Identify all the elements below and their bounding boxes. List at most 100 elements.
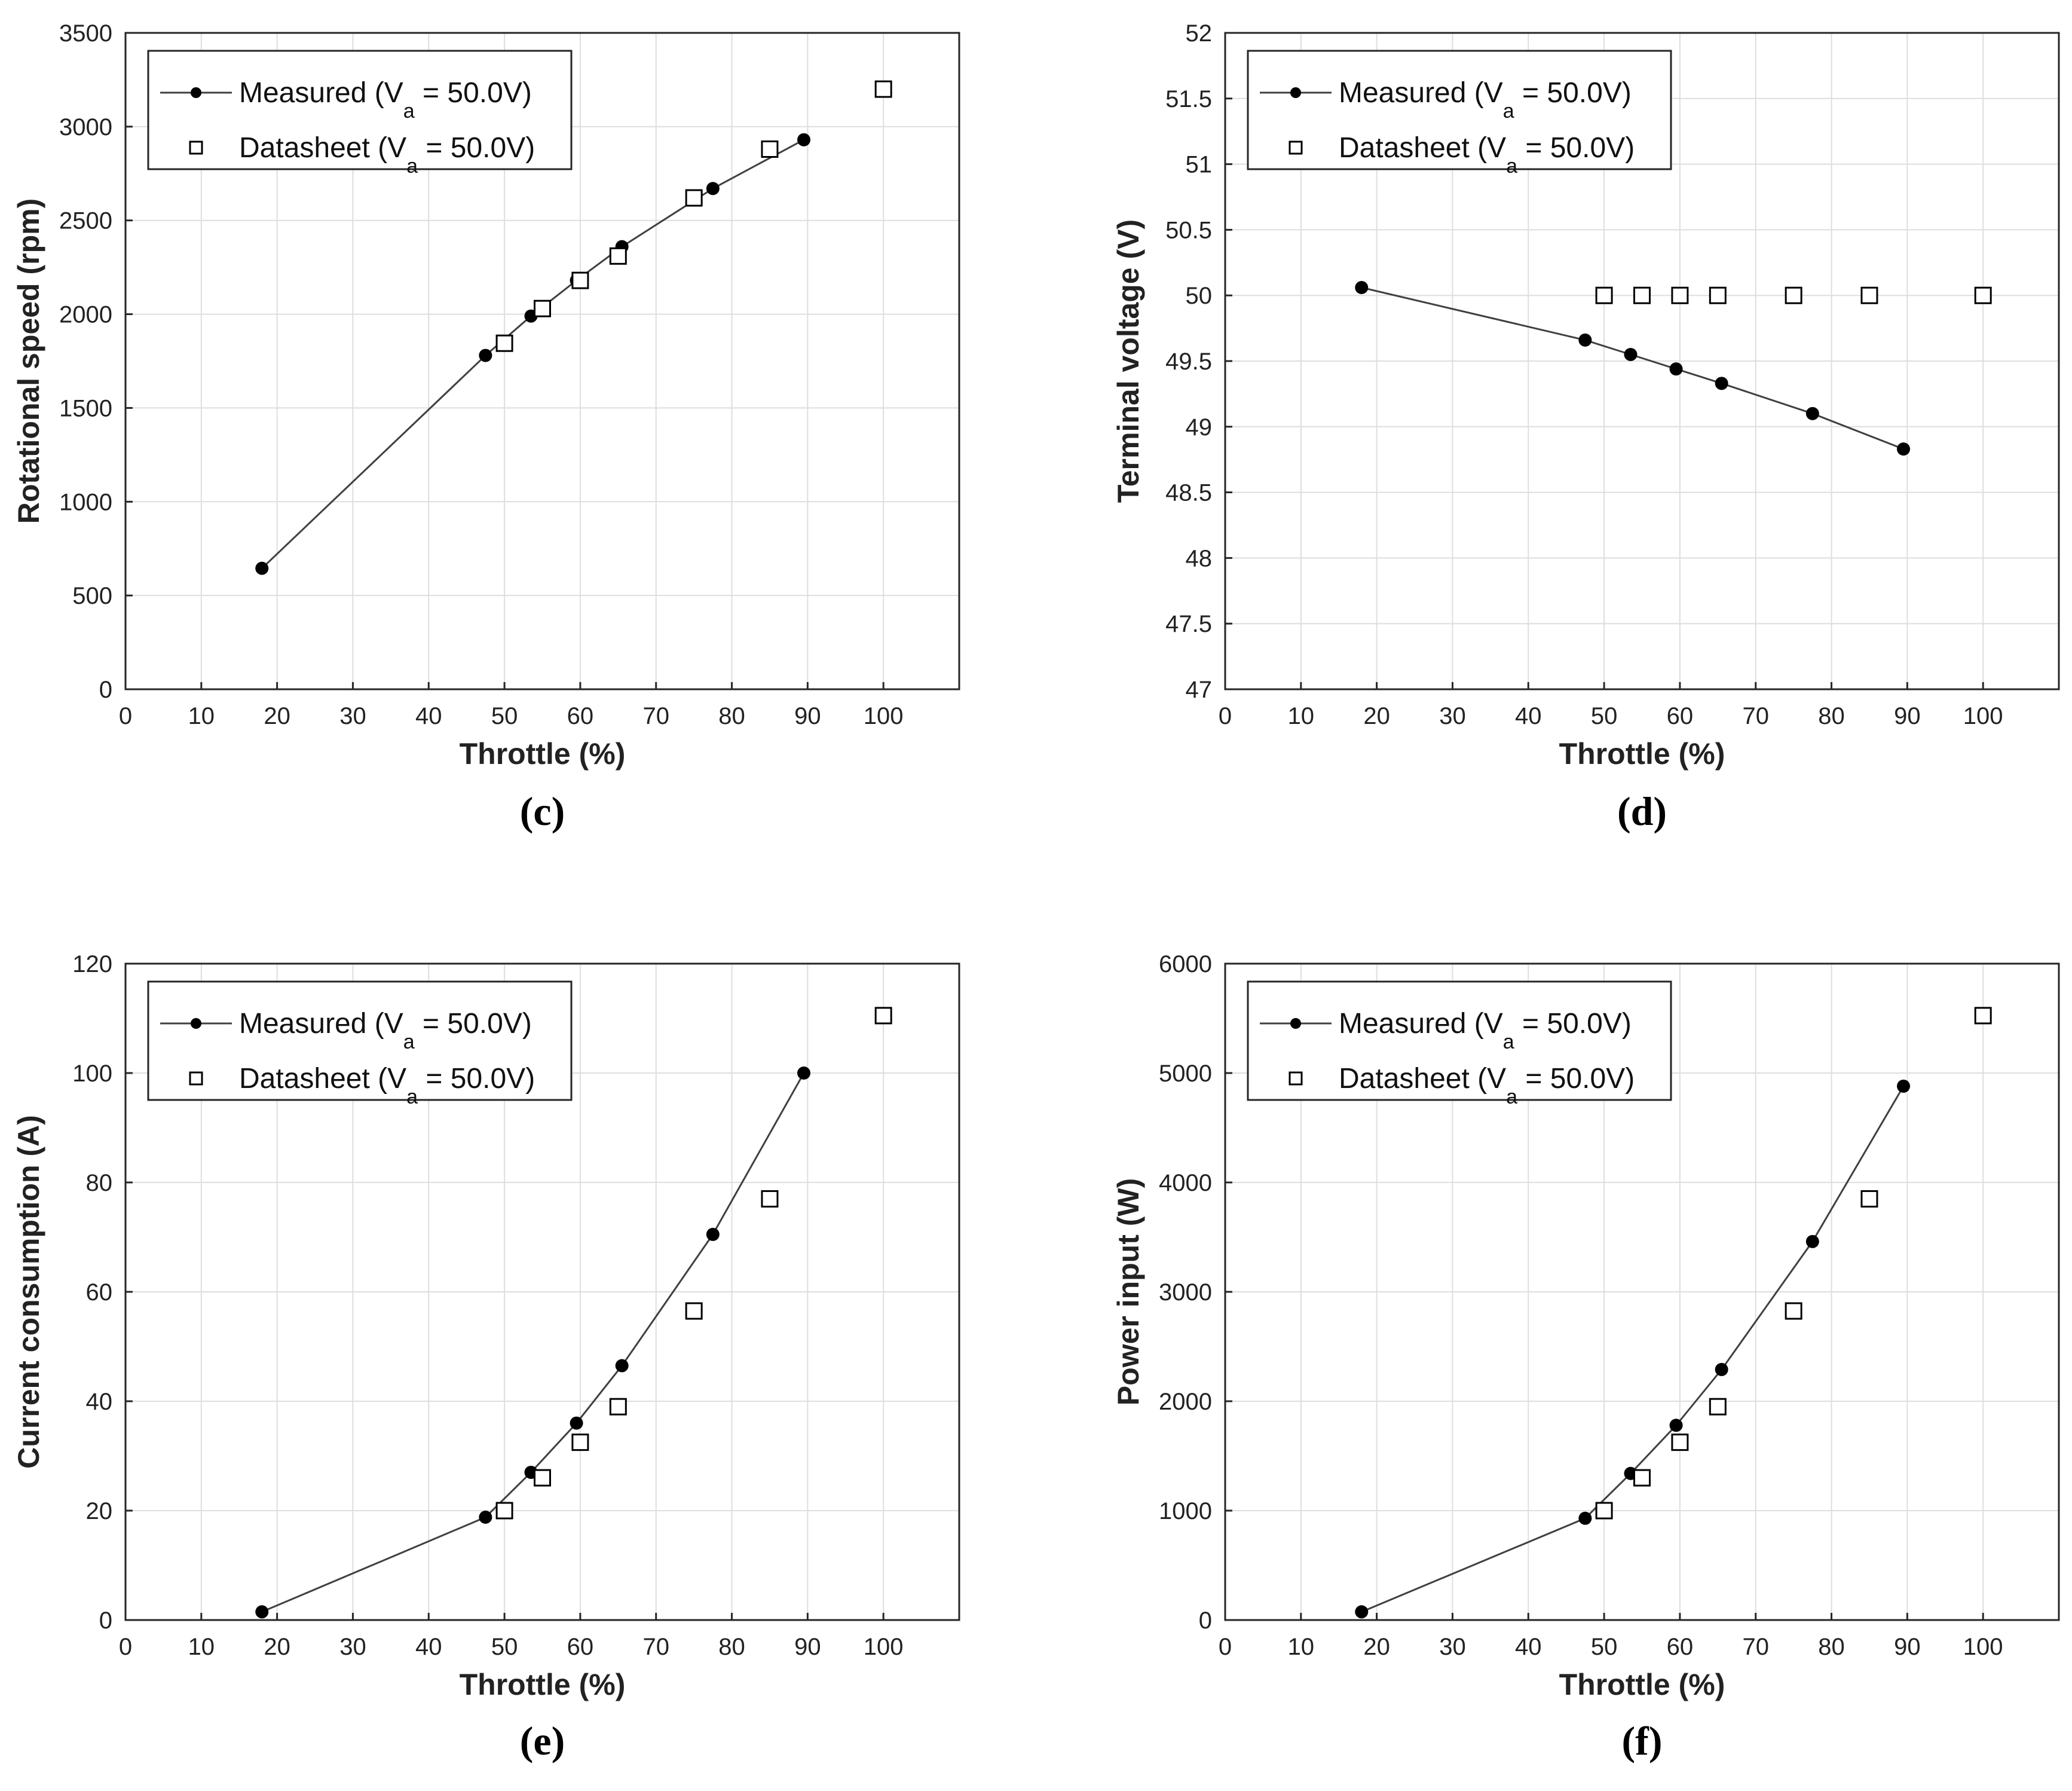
measured-data-point <box>1669 362 1683 376</box>
x-tick-label: 50 <box>491 703 518 729</box>
legend-filled-circle-marker <box>191 1018 201 1029</box>
y-tick-label: 2000 <box>59 302 112 328</box>
x-tick-label: 50 <box>491 1634 518 1660</box>
x-tick-label: 70 <box>642 703 669 729</box>
x-tick-label: 10 <box>1288 703 1315 729</box>
y-axis-title: Current consumption (A) <box>12 1115 45 1469</box>
legend-entry-label: Measured (Va = 50.0V) <box>239 77 532 123</box>
y-tick-label: 3500 <box>59 20 112 47</box>
panel-label: (f) <box>1622 1718 1663 1764</box>
legend-entry-label: Measured (Va = 50.0V) <box>239 1008 532 1053</box>
y-tick-label: 50 <box>1186 283 1213 309</box>
datasheet-data-point <box>685 1302 703 1320</box>
x-tick-label: 10 <box>188 1634 215 1660</box>
measured-data-point <box>1355 281 1369 295</box>
legend-open-square-marker <box>189 140 203 155</box>
measured-data-point <box>1897 1079 1911 1093</box>
measured-data-point <box>797 1066 811 1080</box>
chart-panel-4: 0 10 20 30 40 50 60 70 80 90 100010002000300040005… <box>1112 951 2060 1764</box>
datasheet-data-point <box>1671 1434 1689 1451</box>
y-tick-label: 48.5 <box>1165 480 1212 506</box>
measured-data-point <box>1624 348 1638 362</box>
legend-open-square-marker <box>1289 140 1303 155</box>
legend-open-square-marker <box>1289 1071 1303 1086</box>
y-tick-label: 1000 <box>59 489 112 515</box>
axes-frame <box>124 32 960 690</box>
legend-open-square-marker <box>189 1071 203 1086</box>
x-tick-label: 90 <box>794 703 821 729</box>
datasheet-data-point <box>1633 286 1651 304</box>
measured-data-point <box>1715 1362 1728 1376</box>
x-axis-title: Throttle (%) <box>1559 737 1725 771</box>
x-tick-label: 70 <box>642 1634 669 1660</box>
datasheet-data-point <box>534 1469 551 1487</box>
measured-data-point <box>615 1359 629 1373</box>
y-tick-label: 1000 <box>1159 1498 1212 1524</box>
x-tick-label: 60 <box>567 1634 594 1660</box>
datasheet-data-point <box>609 1398 627 1416</box>
x-tick-label: 0 <box>119 703 132 729</box>
x-tick-label: 0 <box>1219 1634 1232 1660</box>
y-tick-label: 0 <box>99 677 112 703</box>
datasheet-data-point <box>1860 286 1878 304</box>
measured-data-point <box>706 1227 720 1241</box>
x-tick-label: 80 <box>718 1634 745 1660</box>
x-tick-label: 50 <box>1591 1634 1618 1660</box>
measured-data-point <box>797 133 811 146</box>
x-tick-label: 0 <box>1219 703 1232 729</box>
datasheet-data-point <box>534 299 551 317</box>
x-tick-label: 100 <box>1963 1634 2003 1660</box>
y-tick-label: 51.5 <box>1165 86 1212 112</box>
y-tick-label: 4000 <box>1159 1170 1212 1196</box>
y-axis-title: Rotational speed (rpm) <box>12 198 45 524</box>
datasheet-data-point <box>761 1190 779 1208</box>
legend-filled-circle-marker <box>191 87 201 98</box>
legend: Measured (Va = 50.0V) Datasheet (Va = 50.… <box>147 980 573 1108</box>
y-tick-label: 40 <box>86 1389 113 1415</box>
x-tick-label: 60 <box>1667 1634 1694 1660</box>
y-axis-title: Power input (W) <box>1112 1178 1145 1406</box>
datasheet-data-point <box>1709 286 1727 304</box>
datasheet-data-point <box>1785 286 1802 304</box>
datasheet-data-point <box>1974 286 1992 304</box>
x-tick-label: 80 <box>1818 1634 1845 1660</box>
legend-box <box>147 50 573 170</box>
datasheet-data-point <box>685 189 703 207</box>
panel-label: (c) <box>520 788 565 834</box>
x-tick-label: 30 <box>1439 703 1466 729</box>
datasheet-data-point <box>1974 1007 1992 1025</box>
x-tick-label: 90 <box>1894 1634 1921 1660</box>
y-tick-label: 100 <box>72 1060 112 1087</box>
legend-filled-circle-marker <box>1290 87 1301 98</box>
x-tick-label: 100 <box>864 703 904 729</box>
legend: Measured (Va = 50.0V) Datasheet (Va = 50.… <box>1247 50 1672 178</box>
measured-data-point <box>479 1510 492 1524</box>
legend-box <box>1247 980 1672 1101</box>
x-tick-label: 10 <box>188 703 215 729</box>
measured-data-point <box>1715 377 1728 390</box>
datasheet-data-point <box>1860 1190 1878 1208</box>
legend-box <box>1247 50 1672 170</box>
measured-data-point <box>1897 442 1911 456</box>
y-axis-title: Terminal voltage (V) <box>1112 219 1145 503</box>
y-tick-label: 48 <box>1186 545 1213 571</box>
datasheet-data-point <box>1633 1469 1651 1487</box>
legend-entry-label: Measured (Va = 50.0V) <box>1339 77 1632 123</box>
legend-entry-label: Datasheet (Va = 50.0V) <box>239 1063 535 1108</box>
x-tick-label: 20 <box>1363 1634 1390 1660</box>
y-tick-label: 6000 <box>1159 951 1212 977</box>
y-tick-label: 5000 <box>1159 1060 1212 1087</box>
y-tick-label: 120 <box>72 951 112 977</box>
x-tick-label: 40 <box>1515 1634 1542 1660</box>
y-tick-label: 60 <box>86 1279 113 1306</box>
datasheet-data-point <box>761 140 779 158</box>
legend-filled-circle-marker <box>1290 1018 1301 1029</box>
datasheet-data-point <box>1671 286 1689 304</box>
x-tick-label: 10 <box>1288 1634 1315 1660</box>
measured-data-point <box>1578 1511 1592 1525</box>
datasheet-data-point <box>495 334 513 352</box>
x-axis-title: Throttle (%) <box>460 1668 626 1701</box>
measured-data-point <box>479 349 492 362</box>
x-tick-label: 20 <box>264 703 290 729</box>
chart-panel-3: 0 10 20 30 40 50 60 70 80 90 100 0 20 40 60 80 100 120 Thr… <box>12 951 960 1764</box>
